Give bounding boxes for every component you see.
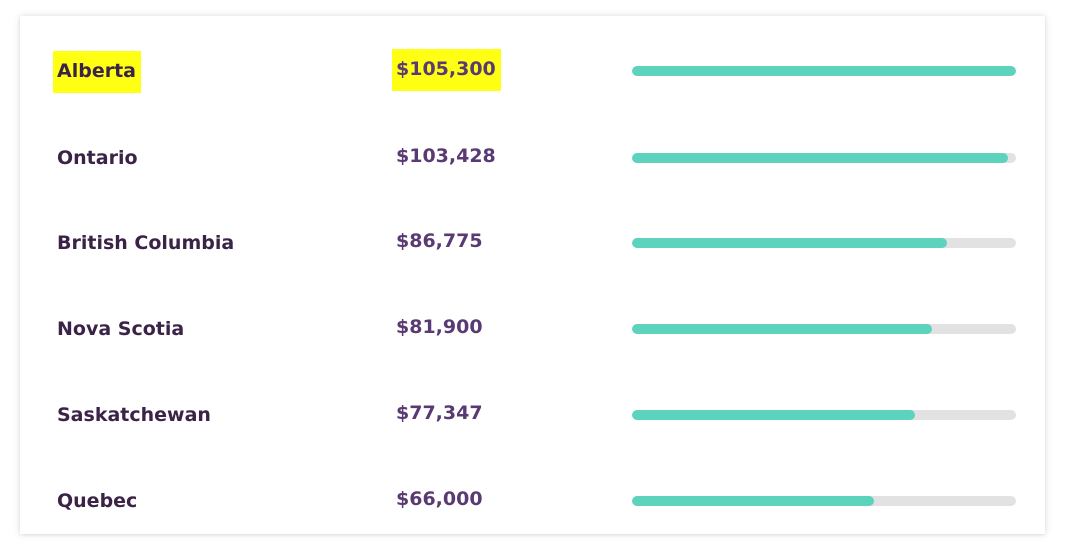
- salary-value: $103,428: [396, 145, 496, 167]
- salary-ranking-card: Alberta $105,300 Ontario $103,428 Britis…: [20, 16, 1045, 534]
- province-name: Alberta: [53, 51, 141, 93]
- salary-value: $66,000: [396, 488, 483, 510]
- province-row-british-columbia: British Columbia $86,775: [20, 223, 1045, 263]
- province-name: Ontario: [57, 147, 138, 169]
- salary-value: $105,300: [392, 49, 501, 91]
- salary-bar-track: [632, 496, 1016, 506]
- province-row-quebec: Quebec $66,000: [20, 481, 1045, 521]
- province-row-saskatchewan: Saskatchewan $77,347: [20, 395, 1045, 435]
- province-row-alberta: Alberta $105,300: [20, 49, 1045, 93]
- salary-bar-track: [632, 238, 1016, 248]
- salary-bar: [632, 496, 874, 506]
- province-name: Quebec: [57, 490, 138, 512]
- province-name: British Columbia: [57, 232, 235, 254]
- salary-bar: [632, 238, 947, 248]
- province-name: Nova Scotia: [57, 318, 185, 340]
- salary-value: $81,900: [396, 316, 483, 338]
- salary-bar: [632, 324, 932, 334]
- province-row-nova-scotia: Nova Scotia $81,900: [20, 309, 1045, 349]
- salary-value: $86,775: [396, 230, 483, 252]
- salary-bar-track: [632, 324, 1016, 334]
- province-row-ontario: Ontario $103,428: [20, 138, 1045, 178]
- salary-bar-track: [632, 153, 1016, 163]
- salary-value: $77,347: [396, 402, 483, 424]
- salary-bar: [632, 153, 1009, 163]
- salary-bar: [632, 66, 1016, 76]
- salary-bar-track: [632, 66, 1016, 76]
- salary-bar: [632, 410, 915, 420]
- salary-bar-track: [632, 410, 1016, 420]
- province-name: Saskatchewan: [57, 404, 211, 426]
